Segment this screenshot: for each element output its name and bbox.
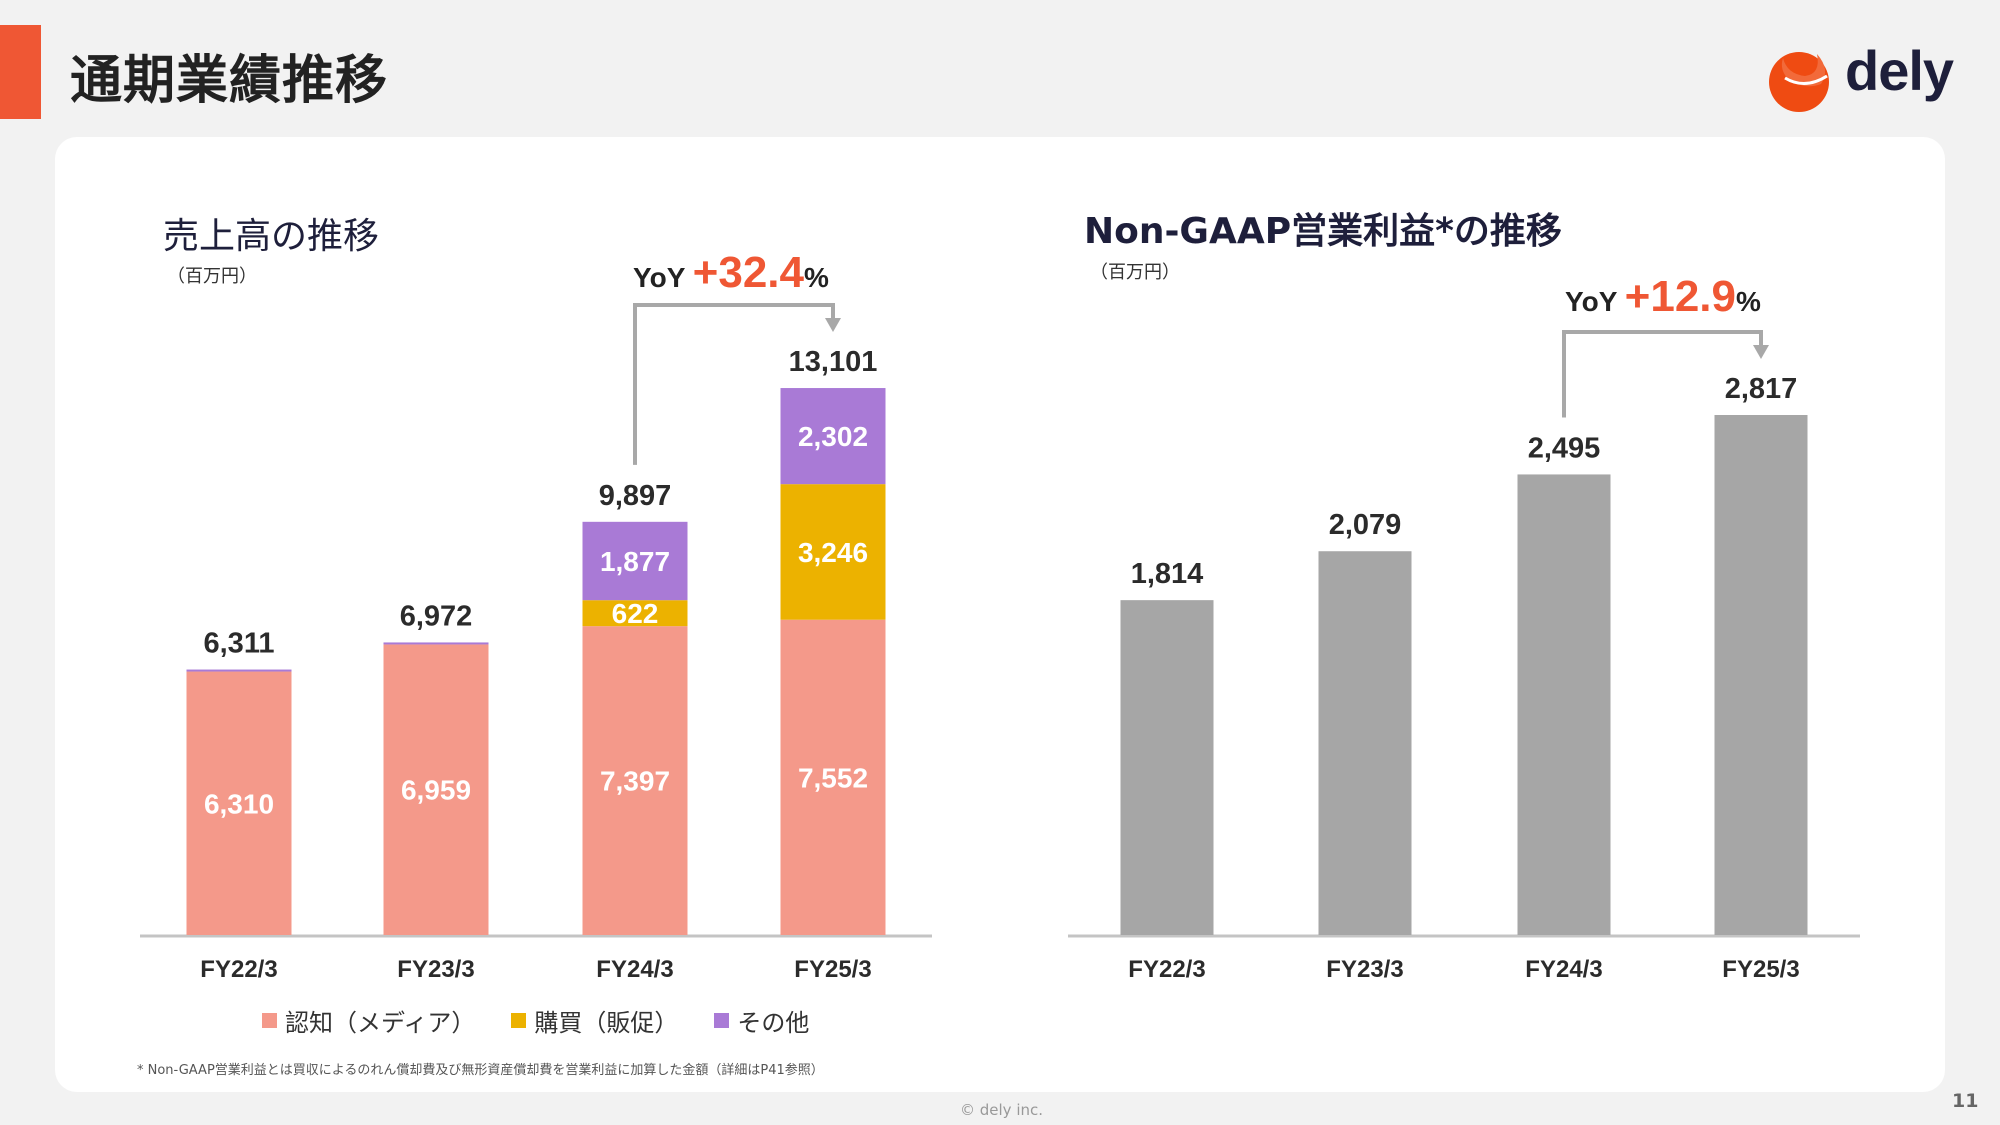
legend-item-other: その他 bbox=[714, 1003, 809, 1038]
bar-segment-FY24/3-0 bbox=[582, 626, 688, 935]
profit-yoy-prefix: YoY bbox=[1565, 286, 1625, 317]
profit-yoy-suffix: % bbox=[1736, 286, 1761, 317]
revenue-yoy-suffix: % bbox=[804, 262, 829, 293]
bar-segment-label: 622 bbox=[612, 598, 659, 629]
bar-total-label: 2,817 bbox=[1725, 373, 1798, 405]
legend-item-promo: 購買（販促） bbox=[511, 1003, 678, 1038]
legend-swatch-other bbox=[714, 1013, 730, 1028]
profit-yoy-value: +12.9 bbox=[1624, 272, 1736, 321]
x-tick-label: FY24/3 bbox=[1525, 956, 1602, 983]
bar-total-label: 6,972 bbox=[400, 600, 473, 632]
bar-total-label: 1,814 bbox=[1131, 558, 1204, 590]
bar-segment-FY24/3-0 bbox=[1517, 474, 1611, 935]
revenue-yoy-prefix: YoY bbox=[633, 262, 693, 293]
bar-segment-FY25/3-0 bbox=[1714, 415, 1808, 935]
dely-logo: dely bbox=[1765, 39, 1955, 112]
legend-swatch-promo bbox=[511, 1013, 527, 1028]
bar-segment-label: 3,246 bbox=[798, 537, 868, 568]
x-tick-label: FY25/3 bbox=[1722, 956, 1799, 983]
bar-total-label: 9,897 bbox=[599, 480, 672, 512]
revenue-yoy-label: YoY +32.4% bbox=[633, 248, 829, 298]
bar-segment-label: 2,302 bbox=[798, 421, 868, 452]
revenue-yoy-value: +32.4 bbox=[692, 248, 804, 297]
bar-total-label: 2,079 bbox=[1329, 509, 1402, 541]
bar-segment-FY23/3-0 bbox=[1318, 551, 1412, 935]
legend-label-promo: 購買（販促） bbox=[534, 1009, 679, 1037]
legend-swatch-media bbox=[262, 1013, 277, 1028]
x-tick-label: FY24/3 bbox=[596, 956, 673, 983]
yoy-arrow-head-icon bbox=[825, 318, 841, 333]
bar-segment-FY22/3-0 bbox=[1120, 600, 1214, 935]
legend-item-media: 認知（メディア） bbox=[262, 1003, 475, 1038]
page-number: 11 bbox=[1952, 1090, 1979, 1112]
bar-total-label: 6,311 bbox=[204, 628, 275, 660]
x-tick-label: FY25/3 bbox=[794, 956, 871, 983]
profit-yoy-label: YoY +12.9% bbox=[1565, 272, 1761, 322]
yoy-bracket-line bbox=[633, 303, 835, 465]
yoy-bracket-line bbox=[1562, 330, 1763, 418]
bar-segment-FY24/3-2 bbox=[582, 521, 688, 601]
profit-unit-label: （百万円） bbox=[1090, 262, 1180, 283]
bar-segment-label: 6,310 bbox=[204, 788, 274, 819]
legend-label-media: 認知（メディア） bbox=[285, 1009, 476, 1037]
x-tick-label: FY23/3 bbox=[1326, 956, 1403, 983]
revenue-legend: 認知（メディア） 購買（販促） その他 bbox=[262, 1003, 809, 1038]
yoy-arrow-head-icon bbox=[1753, 345, 1769, 359]
bar-total-label: 13,101 bbox=[789, 346, 878, 378]
bar-segment-FY23/3-0 bbox=[383, 644, 489, 935]
legend-label-other: その他 bbox=[737, 1009, 810, 1037]
content-card bbox=[55, 137, 1945, 1092]
bar-segment-FY24/3-1 bbox=[582, 600, 688, 627]
bar-segment-label: 7,552 bbox=[798, 762, 868, 793]
bar-segment-FY25/3-1 bbox=[780, 484, 886, 620]
title-accent-bar bbox=[0, 25, 41, 119]
copyright: © dely inc. bbox=[960, 1101, 1044, 1119]
x-tick-label: FY22/3 bbox=[200, 956, 277, 983]
bar-segment-label: 7,397 bbox=[600, 766, 670, 797]
bar-segment-FY22/3-0 bbox=[186, 671, 292, 935]
bar-segment-label: 1,877 bbox=[600, 546, 670, 577]
bar-segment-FY25/3-0 bbox=[780, 619, 886, 935]
page-title: 通期業績推移 bbox=[70, 51, 389, 111]
logo-wordmark: dely bbox=[1845, 39, 1954, 102]
x-tick-label: FY23/3 bbox=[397, 956, 474, 983]
footnote: * Non-GAAP営業利益とは買収によるのれん償却費及び無形資産償却費を営業利… bbox=[137, 1063, 824, 1078]
bar-segment-label: 6,959 bbox=[401, 775, 471, 806]
dely-logo-icon bbox=[1769, 52, 1829, 112]
x-tick-label: FY22/3 bbox=[1128, 956, 1205, 983]
bar-total-label: 2,495 bbox=[1528, 432, 1601, 464]
bar-segment-FY25/3-2 bbox=[780, 388, 886, 485]
profit-chart-title: Non-GAAP営業利益*の推移 bbox=[1084, 211, 1562, 252]
bar-segment-FY22/3-2 bbox=[186, 669, 292, 672]
bar-segment-FY23/3-2 bbox=[383, 642, 489, 645]
revenue-unit-label: （百万円） bbox=[167, 266, 257, 287]
revenue-chart-title: 売上高の推移 bbox=[163, 216, 380, 257]
